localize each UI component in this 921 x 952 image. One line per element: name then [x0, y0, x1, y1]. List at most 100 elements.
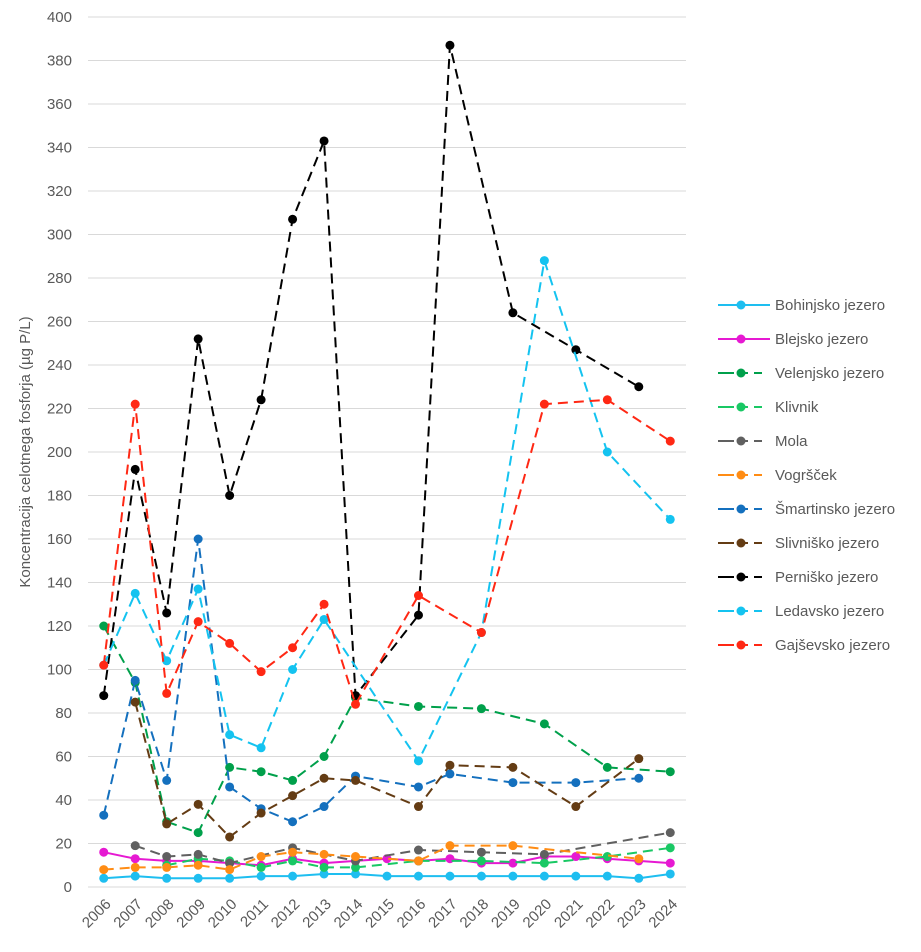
x-tick-label: 2011 [237, 896, 272, 931]
legend-label: Gajševsko jezero [775, 637, 890, 654]
x-tick-label: 2015 [362, 896, 398, 932]
data-point [413, 871, 423, 881]
data-point [288, 847, 298, 857]
data-point [508, 762, 518, 772]
legend-item: Velenjsko jezero [718, 365, 884, 382]
data-point [413, 802, 423, 812]
legend-marker [736, 334, 746, 344]
data-point [382, 871, 392, 881]
data-point [476, 856, 486, 866]
data-point [319, 802, 329, 812]
series-gajševsko-jezero [99, 395, 675, 709]
data-point [225, 730, 235, 740]
data-point [256, 767, 266, 777]
y-tick-label: 20 [55, 836, 72, 853]
data-point [193, 828, 203, 838]
data-point [99, 691, 109, 701]
x-tick-label: 2010 [205, 896, 241, 932]
data-point [413, 856, 423, 866]
y-tick-label: 220 [47, 401, 72, 418]
data-point [413, 782, 423, 792]
x-tick-label: 2007 [110, 896, 146, 932]
series-line [102, 260, 671, 763]
data-point [445, 871, 455, 881]
data-point [99, 660, 109, 670]
data-point [162, 656, 172, 666]
data-point [319, 599, 329, 609]
x-tick-label: 2008 [142, 896, 178, 932]
data-point [162, 862, 172, 872]
legend-item: Klivnik [718, 399, 819, 416]
data-point [351, 862, 361, 872]
data-point [288, 871, 298, 881]
legend-marker [736, 470, 746, 480]
y-tick-label: 60 [55, 749, 72, 766]
data-point [256, 667, 266, 677]
data-point [225, 832, 235, 842]
legend-item: Bohinjsko jezero [718, 297, 885, 314]
data-point [351, 699, 361, 709]
data-point [193, 534, 203, 544]
data-point [508, 841, 518, 851]
series-perniško-jezero [99, 40, 644, 701]
data-point [602, 447, 612, 457]
x-tick-label: 2022 [583, 896, 619, 932]
x-tick-label: 2014 [331, 896, 367, 932]
series-vogršček [99, 841, 644, 875]
data-point [162, 852, 172, 862]
data-point [445, 841, 455, 851]
legend-marker [736, 640, 746, 650]
data-point [225, 873, 235, 883]
data-point [130, 841, 140, 851]
y-tick-label: 360 [47, 96, 72, 113]
y-tick-label: 300 [47, 227, 72, 244]
x-tick-label: 2019 [488, 896, 524, 932]
data-point [508, 871, 518, 881]
y-axis-title: Koncentracija celotnega fosforja (µg P/L… [17, 316, 34, 587]
series-ledavsko-jezero [99, 256, 675, 766]
y-tick-label: 400 [47, 9, 72, 26]
data-point [193, 334, 203, 344]
data-point [162, 775, 172, 785]
data-point [539, 849, 549, 859]
data-point [602, 762, 612, 772]
legend-label: Vogršček [775, 467, 837, 484]
legend-item: Perniško jezero [718, 569, 878, 586]
data-point [162, 873, 172, 883]
data-point [476, 847, 486, 857]
data-point [162, 608, 172, 618]
legend-label: Šmartinsko jezero [775, 501, 895, 518]
data-point [288, 817, 298, 827]
data-point [665, 843, 675, 853]
x-tick-label: 2012 [268, 896, 304, 932]
data-point [602, 852, 612, 862]
data-point [193, 617, 203, 627]
data-point [256, 395, 266, 405]
data-point [319, 849, 329, 859]
x-tick-label: 2017 [425, 896, 461, 932]
data-point [319, 136, 329, 146]
data-point [476, 628, 486, 638]
data-point [193, 849, 203, 859]
legend-label: Velenjsko jezero [775, 365, 884, 382]
legend-label: Klivnik [775, 399, 819, 416]
data-point [413, 845, 423, 855]
data-point [602, 871, 612, 881]
data-point [130, 588, 140, 598]
data-point [634, 773, 644, 783]
legend: Bohinjsko jezero Blejsko jezero Velenjsko … [718, 297, 895, 654]
y-tick-label: 180 [47, 488, 72, 505]
data-point [225, 782, 235, 792]
data-point [571, 345, 581, 355]
data-point [319, 614, 329, 624]
data-point [351, 869, 361, 879]
y-tick-label: 240 [47, 357, 72, 374]
y-tick-label: 0 [64, 879, 72, 896]
y-tick-label: 80 [55, 705, 72, 722]
y-tick-label: 140 [47, 575, 72, 592]
data-point [571, 802, 581, 812]
legend-item: Blejsko jezero [718, 331, 868, 348]
series-line [102, 625, 671, 834]
x-tick-label: 2013 [299, 896, 335, 932]
